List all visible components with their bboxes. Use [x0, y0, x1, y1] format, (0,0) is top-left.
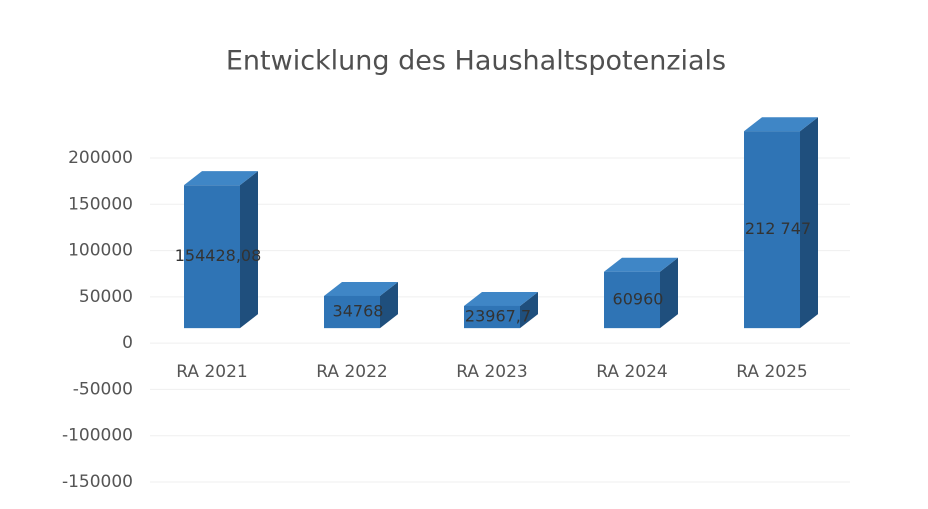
bar-side [800, 117, 818, 329]
chart-title: Entwicklung des Haushaltspotenzials [226, 46, 726, 77]
bar-top [464, 291, 538, 306]
y-tick-label: -50000 [73, 379, 133, 399]
bar [604, 271, 660, 329]
x-tick-label: RA 2021 [176, 362, 247, 382]
x-tick-label: RA 2022 [316, 362, 387, 382]
value-label: 154428,08 [175, 246, 262, 265]
y-tick-label: 150000 [68, 194, 133, 214]
y-tick-label: -100000 [62, 426, 133, 446]
value-label: 212 747 [745, 219, 811, 238]
bar [184, 185, 240, 329]
y-tick-label: 0 [122, 333, 133, 353]
y-tick-label: 50000 [79, 287, 133, 307]
bar-top [324, 281, 398, 296]
x-tick-label: RA 2023 [456, 362, 527, 382]
value-label: 60960 [613, 289, 664, 308]
value-label: 34768 [333, 302, 384, 321]
y-tick-label: -150000 [62, 472, 133, 492]
bar-side [660, 257, 678, 329]
bar-top [744, 117, 818, 132]
bar [464, 305, 520, 329]
x-tick-label: RA 2024 [596, 362, 667, 382]
bar [744, 131, 800, 329]
y-tick-label: 200000 [68, 148, 133, 168]
bar-top [184, 171, 258, 186]
bar-side [240, 171, 258, 329]
y-tick-label: 100000 [68, 241, 133, 261]
bar-side [380, 281, 398, 329]
x-tick-label: RA 2025 [736, 362, 807, 382]
bar-top [604, 257, 678, 272]
bar-side [520, 291, 538, 329]
value-label: 23967,7 [465, 307, 531, 326]
bar [324, 295, 380, 329]
